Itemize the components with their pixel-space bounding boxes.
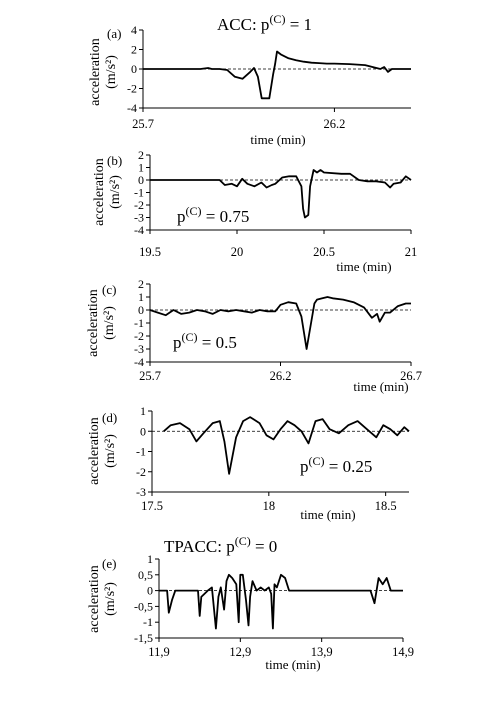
chart-panel-4: -3 -2 -1 0 1 17.5 18 18.5 (d) p(C) = 0.25 time (mi… [87,404,410,522]
x-tick-label: 26.2 [323,117,345,131]
y-axis-label: acceleration [88,38,103,106]
panel-label: (b) [107,153,122,168]
y-tick-label: 2 [138,148,144,162]
y-tick-label: 2 [131,43,137,57]
annotation-superscript: (C) [309,454,325,468]
y-axis-label: acceleration [86,289,101,357]
x-tick-label: 13,9 [311,645,333,659]
y-tick-label: 1 [140,404,146,418]
annotation-superscript: (C) [186,204,202,218]
y-tick-label: -1 [134,186,144,200]
x-tick-label: 17.5 [141,499,163,513]
y-tick-label: -3 [134,342,144,356]
x-tick-label: 20.5 [313,245,335,259]
y-axis-unit: (m/s²) [102,306,117,340]
x-tick-label: 11,9 [148,645,169,659]
y-tick-label: -1,5 [134,631,153,645]
x-tick-label: 18 [263,499,276,513]
y-tick-label: 0 [147,584,153,598]
annotation-suffix: = 0.75 [202,207,250,226]
y-tick-label: 0 [138,173,144,187]
x-tick-label: 20 [231,245,244,259]
y-tick-label: -4 [134,223,144,237]
y-axis-unit: (m/s²) [108,175,123,209]
x-axis-label: time (min) [353,379,408,394]
panel-label: (c) [102,282,116,297]
series-line [159,573,403,630]
y-tick-label: -2 [134,198,144,212]
y-axis-unit: (m/s²) [104,55,119,89]
annotation-suffix: = 0.25 [325,457,373,476]
y-axis-label: acceleration [87,565,102,633]
y-tick-label: -2 [127,82,137,96]
y-tick-label: 4 [131,23,137,37]
annotation-prefix: p [173,333,182,352]
series-line [163,416,410,475]
annotation-suffix: = 1 [285,15,312,34]
panel-label: (d) [102,410,117,425]
annotation-prefix: p [300,457,309,476]
series-line [143,50,411,100]
y-tick-label: -4 [134,355,144,369]
panel-label: (a) [107,26,121,41]
y-axis-unit: (m/s²) [103,582,118,616]
chart-annotation: TPACC: p(C) = 0 [164,534,277,556]
chart-panel-1: -4 -2 0 2 4 25.7 26.2 (a) ACC: p(C) = 1 time (min… [88,12,411,147]
y-tick-label: -1 [136,445,146,459]
x-tick-label: 25.7 [139,369,161,383]
series-line [149,296,411,350]
y-tick-label: -1 [134,316,144,330]
y-tick-label: -3 [134,211,144,225]
chart-panel-5: -1,5 -1 -0,50 0,5 1 11,9 12,9 13,9 14,9 (e) TPACC:… [87,534,414,672]
y-tick-label: -2 [134,329,144,343]
y-tick-label: 1 [138,161,144,175]
y-tick-label: 0 [140,424,146,438]
x-axis-label: time (min) [265,657,320,672]
x-tick-label: 26.7 [400,369,422,383]
y-tick-label: -3 [136,485,146,499]
y-tick-label: 0 [138,303,144,317]
y-tick-label: -4 [127,101,137,115]
annotation-suffix: = 0 [251,537,278,556]
annotation-prefix: TPACC: p [164,537,235,556]
x-tick-label: 18.5 [375,499,397,513]
y-axis-label: acceleration [87,417,102,485]
x-tick-label: 26.2 [270,369,292,383]
panel-label: (e) [102,556,116,571]
y-tick-label: -2 [136,465,146,479]
x-tick-label: 25.7 [132,117,154,131]
y-tick-label: 1 [138,290,144,304]
annotation-superscript: (C) [182,330,198,344]
y-tick-label: 0,5 [138,568,153,582]
x-tick-label: 21 [405,245,418,259]
x-axis-label: time (min) [336,259,391,274]
y-tick-label: 0 [131,62,137,76]
x-axis-label: time (min) [250,132,305,147]
annotation-prefix: ACC: p [217,15,269,34]
chart-annotation: ACC: p(C) = 1 [217,12,312,34]
annotation-prefix: p [177,207,186,226]
chart-annotation: p(C) = 0.25 [300,454,372,476]
y-tick-label: 2 [138,277,144,291]
x-tick-label: 12,9 [229,645,251,659]
y-axis-unit: (m/s²) [103,434,118,468]
chart-annotation: p(C) = 0.75 [177,204,249,226]
y-axis-label: acceleration [92,158,107,226]
annotation-superscript: (C) [235,534,251,548]
annotation-superscript: (C) [269,12,285,26]
x-tick-label: 19.5 [139,245,161,259]
x-tick-label: 14,9 [392,645,414,659]
y-tick-label: 1 [147,552,153,566]
y-tick-label: -1 [143,615,153,629]
annotation-suffix: = 0.5 [198,333,237,352]
series-line [150,169,412,219]
y-tick-label: -0,5 [134,599,153,613]
chart-annotation: p(C) = 0.5 [173,330,237,352]
x-axis-label: time (min) [300,507,355,522]
